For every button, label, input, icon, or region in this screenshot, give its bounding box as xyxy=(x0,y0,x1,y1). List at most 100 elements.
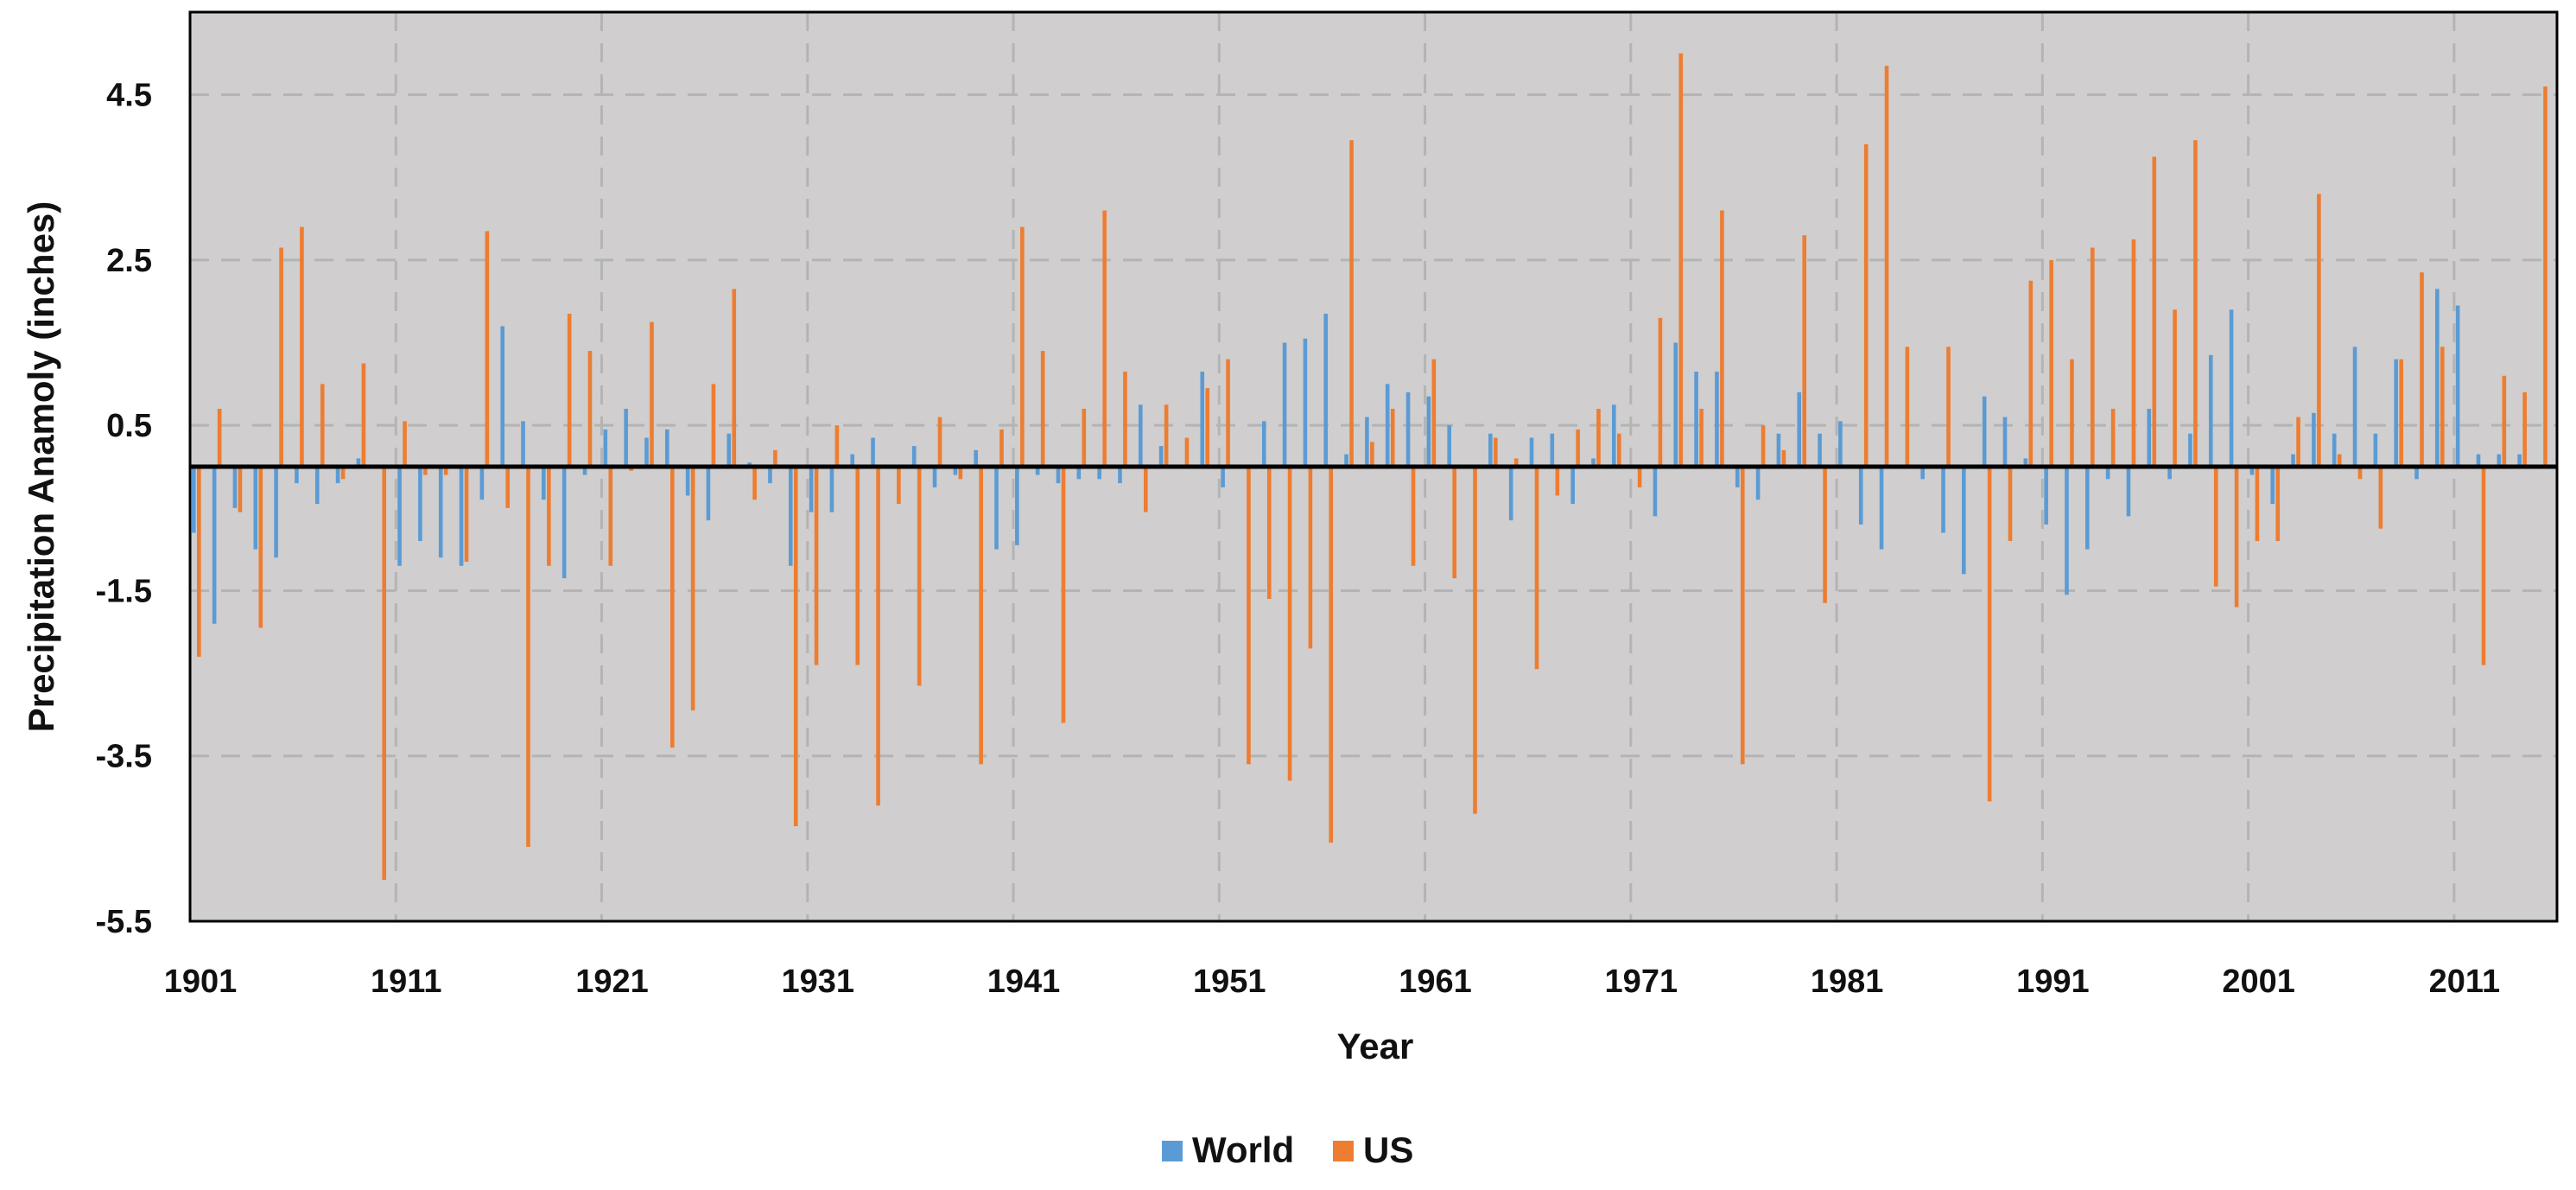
bar-us-1937 xyxy=(937,417,942,467)
bar-world-1941 xyxy=(1015,467,1019,545)
bar-us-1991 xyxy=(2049,259,2053,467)
y-tick-label: -5.5 xyxy=(96,904,152,940)
bar-world-1972 xyxy=(1653,467,1658,517)
bar-us-1989 xyxy=(2008,467,2013,542)
bar-world-1934 xyxy=(871,437,875,467)
bar-world-1918 xyxy=(542,467,546,500)
bar-world-1982 xyxy=(1858,467,1863,525)
bar-world-1917 xyxy=(521,421,525,467)
bar-us-1999 xyxy=(2213,467,2218,587)
bar-world-1924 xyxy=(665,429,669,467)
y-tick-label: -3.5 xyxy=(96,739,152,775)
bar-us-1965 xyxy=(1513,458,1519,467)
bar-us-2012 xyxy=(2481,467,2486,665)
bar-world-1907 xyxy=(314,467,320,505)
bar-us-1904 xyxy=(258,467,263,628)
bar-us-1908 xyxy=(340,467,346,480)
bar-world-1965 xyxy=(1508,467,1513,521)
bar-us-2000 xyxy=(2234,467,2239,608)
bar-world-1942 xyxy=(1035,467,1040,475)
bar-world-1977 xyxy=(1755,467,1761,500)
bar-world-2012 xyxy=(2476,454,2481,467)
bar-world-1930 xyxy=(788,467,793,566)
bar-world-2002 xyxy=(2270,467,2275,505)
bar-world-1985 xyxy=(1920,467,1925,480)
bar-world-1967 xyxy=(1550,433,1555,467)
bar-world-1903 xyxy=(232,467,238,508)
bar-world-1936 xyxy=(911,446,917,467)
bar-world-1987 xyxy=(1962,467,1966,575)
bar-us-1962 xyxy=(1452,467,1456,579)
bar-us-1951 xyxy=(1226,359,1230,467)
bar-us-1902 xyxy=(217,409,222,467)
bar-us-1936 xyxy=(917,467,922,686)
bar-us-1930 xyxy=(793,467,798,827)
bar-us-1935 xyxy=(897,467,901,505)
bar-world-1922 xyxy=(624,409,628,467)
bar-us-1918 xyxy=(547,467,551,566)
bar-world-1912 xyxy=(418,467,422,542)
bar-world-1951 xyxy=(1221,467,1225,487)
bar-us-2005 xyxy=(2337,454,2342,467)
bar-us-2009 xyxy=(2420,272,2424,467)
x-tick-label: 1961 xyxy=(1399,964,1472,1000)
bar-world-1901 xyxy=(192,467,196,533)
bar-us-2003 xyxy=(2296,417,2300,467)
bar-us-1949 xyxy=(1184,437,1190,467)
bar-us-1969 xyxy=(1596,409,1601,467)
x-tick-labels: 1901 1911 1921 1931 1941 1951 1961 1971 1981 1991… xyxy=(164,964,2500,1000)
bar-world-1937 xyxy=(932,467,937,487)
bar-us-1927 xyxy=(732,289,737,467)
bar-world-2010 xyxy=(2435,289,2440,467)
legend-label-us: US xyxy=(1363,1130,1413,1170)
bar-us-1979 xyxy=(1802,235,1807,467)
bar-us-1957 xyxy=(1349,140,1354,468)
bar-world-1976 xyxy=(1735,467,1740,487)
bar-world-1959 xyxy=(1385,384,1390,467)
bar-us-1919 xyxy=(567,314,572,467)
bar-world-1916 xyxy=(500,326,504,467)
bar-us-1931 xyxy=(814,467,819,665)
x-tick-label: 2011 xyxy=(2429,964,2500,1000)
bar-world-1960 xyxy=(1405,391,1411,467)
bar-us-1928 xyxy=(752,467,757,500)
bar-us-1934 xyxy=(876,467,880,806)
bar-us-1997 xyxy=(2173,309,2177,467)
bar-us-1978 xyxy=(1781,449,1786,467)
bar-us-2004 xyxy=(2317,194,2321,467)
bar-us-1974 xyxy=(1699,409,1704,467)
bar-world-1981 xyxy=(1838,421,1843,467)
x-tick-label: 1971 xyxy=(1605,964,1678,1000)
bar-world-1961 xyxy=(1426,396,1431,467)
bar-world-1996 xyxy=(2147,409,2152,467)
bar-world-1990 xyxy=(2023,458,2028,467)
bar-world-1913 xyxy=(438,467,443,558)
bar-world-1974 xyxy=(1694,372,1698,467)
bar-world-1926 xyxy=(706,467,711,521)
bar-us-1946 xyxy=(1123,372,1127,467)
x-axis-title: Year xyxy=(1337,1026,1414,1066)
x-tick-label: 2001 xyxy=(2222,964,2295,1000)
bar-us-1945 xyxy=(1102,210,1107,467)
bar-us-1983 xyxy=(1884,66,1889,467)
bar-us-1954 xyxy=(1287,467,1292,781)
y-tick-label: 0.5 xyxy=(106,408,152,444)
bar-us-1924 xyxy=(670,467,675,748)
bar-us-1967 xyxy=(1555,467,1560,496)
bar-world-1933 xyxy=(850,454,855,467)
bar-us-1956 xyxy=(1329,467,1334,843)
bar-us-1975 xyxy=(1720,210,1724,467)
bar-world-1998 xyxy=(2188,433,2192,467)
legend-swatch-world xyxy=(1162,1141,1183,1161)
bar-us-1940 xyxy=(999,429,1004,467)
bar-us-1966 xyxy=(1534,467,1539,670)
bar-world-1909 xyxy=(356,458,361,467)
x-tick-label: 1911 xyxy=(371,964,441,1000)
bar-us-1943 xyxy=(1061,467,1066,723)
bar-us-1941 xyxy=(1020,226,1025,467)
bar-world-1939 xyxy=(974,449,978,467)
bar-world-1920 xyxy=(582,467,587,475)
y-tick-label: 2.5 xyxy=(106,243,152,279)
bar-us-1912 xyxy=(423,467,428,475)
